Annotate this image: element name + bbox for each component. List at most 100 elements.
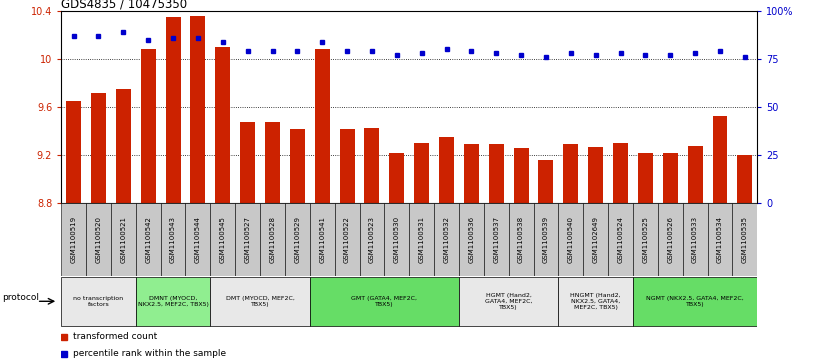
- Bar: [335, 203, 360, 276]
- Bar: [459, 203, 484, 276]
- Bar: [563, 144, 579, 203]
- Bar: [360, 203, 384, 276]
- Text: GSM1100528: GSM1100528: [269, 216, 276, 263]
- Bar: [111, 203, 135, 276]
- Text: GSM1100537: GSM1100537: [493, 216, 499, 263]
- Bar: [140, 49, 156, 203]
- Bar: [733, 203, 757, 276]
- Text: percentile rank within the sample: percentile rank within the sample: [73, 350, 226, 358]
- Text: GSM1100533: GSM1100533: [692, 216, 698, 263]
- Bar: [638, 153, 653, 203]
- Text: GSM1100542: GSM1100542: [145, 216, 151, 263]
- Text: GSM1100523: GSM1100523: [369, 216, 375, 263]
- Text: no transcription
factors: no transcription factors: [73, 296, 123, 307]
- Bar: [688, 146, 703, 203]
- Bar: [91, 93, 106, 203]
- Bar: [61, 203, 86, 276]
- Text: GSM1100539: GSM1100539: [543, 216, 549, 263]
- Bar: [409, 203, 434, 276]
- Text: GSM1100521: GSM1100521: [120, 216, 126, 263]
- Bar: [211, 203, 235, 276]
- Bar: [439, 137, 454, 203]
- Bar: [310, 203, 335, 276]
- Bar: [265, 122, 280, 203]
- Bar: [66, 101, 81, 203]
- Bar: [588, 147, 603, 203]
- Text: GSM1100544: GSM1100544: [195, 216, 201, 263]
- Bar: [658, 203, 683, 276]
- Bar: [738, 155, 752, 203]
- Bar: [459, 277, 558, 326]
- Text: GSM1100520: GSM1100520: [95, 216, 101, 263]
- Bar: [539, 160, 553, 203]
- Bar: [365, 127, 379, 203]
- Bar: [683, 203, 707, 276]
- Bar: [215, 47, 230, 203]
- Bar: [712, 115, 727, 203]
- Text: GSM1102649: GSM1102649: [592, 216, 599, 263]
- Bar: [315, 49, 330, 203]
- Text: GSM1100525: GSM1100525: [642, 216, 649, 263]
- Text: GSM1100524: GSM1100524: [618, 216, 623, 263]
- Bar: [415, 143, 429, 203]
- Text: DMNT (MYOCD,
NKX2.5, MEF2C, TBX5): DMNT (MYOCD, NKX2.5, MEF2C, TBX5): [138, 296, 209, 307]
- Bar: [240, 122, 255, 203]
- Text: GSM1100540: GSM1100540: [568, 216, 574, 263]
- Bar: [310, 277, 459, 326]
- Bar: [339, 129, 354, 203]
- Text: DMT (MYOCD, MEF2C,
TBX5): DMT (MYOCD, MEF2C, TBX5): [226, 296, 295, 307]
- Text: GSM1100541: GSM1100541: [319, 216, 326, 263]
- Text: GSM1100535: GSM1100535: [742, 216, 747, 263]
- Text: GSM1100543: GSM1100543: [170, 216, 176, 263]
- Text: GMT (GATA4, MEF2C,
TBX5): GMT (GATA4, MEF2C, TBX5): [352, 296, 417, 307]
- Bar: [434, 203, 459, 276]
- Text: GSM1100532: GSM1100532: [444, 216, 450, 263]
- Bar: [608, 203, 633, 276]
- Text: GSM1100519: GSM1100519: [71, 216, 77, 263]
- Bar: [464, 144, 479, 203]
- Text: GSM1100526: GSM1100526: [667, 216, 673, 263]
- Text: GSM1100527: GSM1100527: [245, 216, 251, 263]
- Text: GSM1100522: GSM1100522: [344, 216, 350, 263]
- Bar: [161, 203, 185, 276]
- Text: GSM1100529: GSM1100529: [295, 216, 300, 263]
- Bar: [558, 277, 633, 326]
- Bar: [613, 143, 628, 203]
- Bar: [285, 203, 310, 276]
- Text: GSM1100531: GSM1100531: [419, 216, 424, 263]
- Bar: [484, 203, 508, 276]
- Bar: [558, 203, 583, 276]
- Bar: [86, 203, 111, 276]
- Text: transformed count: transformed count: [73, 333, 157, 341]
- Bar: [583, 203, 608, 276]
- Bar: [513, 148, 529, 203]
- Text: HNGMT (Hand2,
NKX2.5, GATA4,
MEF2C, TBX5): HNGMT (Hand2, NKX2.5, GATA4, MEF2C, TBX5…: [570, 293, 621, 310]
- Bar: [489, 144, 503, 203]
- Bar: [135, 277, 211, 326]
- Bar: [389, 153, 404, 203]
- Text: GDS4835 / 10475350: GDS4835 / 10475350: [61, 0, 188, 11]
- Bar: [211, 277, 310, 326]
- Text: GSM1100536: GSM1100536: [468, 216, 474, 263]
- Bar: [508, 203, 534, 276]
- Bar: [135, 203, 161, 276]
- Text: GSM1100530: GSM1100530: [394, 216, 400, 263]
- Bar: [633, 277, 757, 326]
- Bar: [116, 89, 131, 203]
- Bar: [190, 16, 206, 203]
- Text: protocol: protocol: [2, 293, 38, 302]
- Bar: [260, 203, 285, 276]
- Text: NGMT (NKX2.5, GATA4, MEF2C,
TBX5): NGMT (NKX2.5, GATA4, MEF2C, TBX5): [646, 296, 744, 307]
- Bar: [290, 129, 305, 203]
- Bar: [663, 153, 678, 203]
- Bar: [633, 203, 658, 276]
- Bar: [61, 277, 135, 326]
- Bar: [166, 17, 180, 203]
- Text: HGMT (Hand2,
GATA4, MEF2C,
TBX5): HGMT (Hand2, GATA4, MEF2C, TBX5): [485, 293, 532, 310]
- Text: GSM1100545: GSM1100545: [220, 216, 226, 263]
- Text: GSM1100538: GSM1100538: [518, 216, 524, 263]
- Text: GSM1100534: GSM1100534: [717, 216, 723, 263]
- Bar: [707, 203, 733, 276]
- Bar: [235, 203, 260, 276]
- Bar: [185, 203, 211, 276]
